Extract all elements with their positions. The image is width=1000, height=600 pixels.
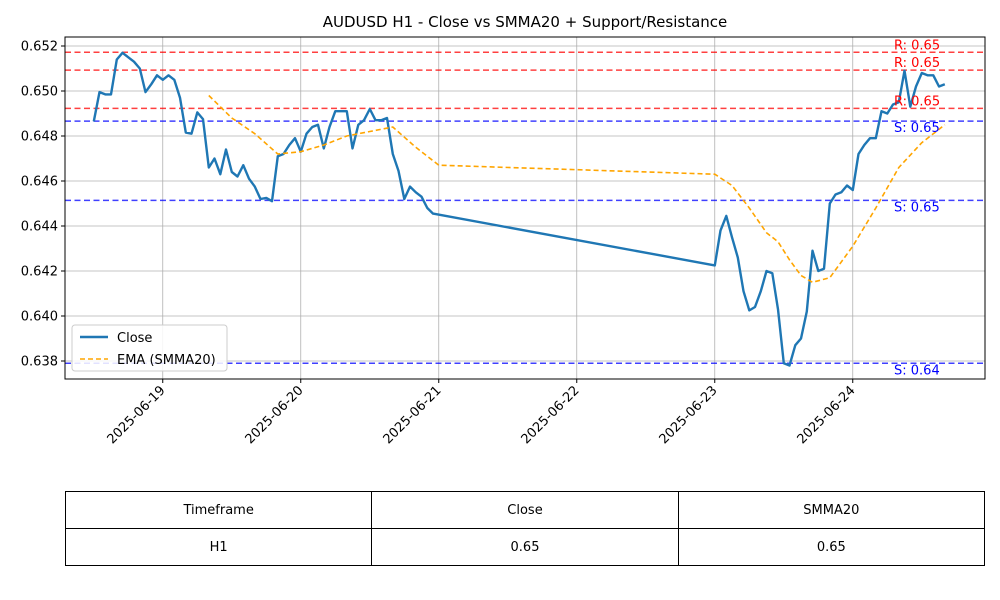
y-tick-label: 0.642 bbox=[21, 265, 58, 280]
x-tick-label: 2025-06-23 bbox=[657, 383, 721, 447]
legend-label-smma20: EMA (SMMA20) bbox=[117, 353, 216, 368]
y-tick-label: 0.648 bbox=[21, 130, 58, 145]
x-tick-label: 2025-06-19 bbox=[105, 383, 169, 447]
table-row: H1 0.65 0.65 bbox=[64, 528, 986, 566]
resistance-label: R: 0.65 bbox=[894, 56, 940, 71]
support-label: S: 0.65 bbox=[894, 200, 940, 215]
chart-title: AUDUSD H1 - Close vs SMMA20 + Support/Re… bbox=[323, 13, 728, 31]
y-tick-label: 0.652 bbox=[21, 40, 58, 55]
table-cell-close: 0.65 bbox=[371, 528, 679, 566]
y-tick-label: 0.646 bbox=[21, 175, 58, 190]
x-tick-label: 2025-06-20 bbox=[243, 383, 307, 447]
table-header-row: Timeframe Close SMMA20 bbox=[64, 491, 986, 529]
support-label: S: 0.65 bbox=[894, 121, 940, 136]
close-series-line bbox=[92, 51, 946, 367]
grid bbox=[65, 37, 985, 379]
summary-table: Timeframe Close SMMA20 H1 0.65 0.65 bbox=[64, 491, 986, 566]
x-tick-label: 2025-06-21 bbox=[381, 383, 445, 447]
y-tick-label: 0.640 bbox=[21, 310, 58, 325]
support-label: S: 0.64 bbox=[894, 363, 940, 378]
y-tick-label: 0.638 bbox=[21, 355, 58, 370]
legend-label-close: Close bbox=[117, 331, 152, 346]
table-cell-smma20: 0.65 bbox=[677, 528, 986, 566]
legend: Close EMA (SMMA20) bbox=[71, 324, 228, 372]
legend-box bbox=[71, 324, 228, 372]
table-header-smma20: SMMA20 bbox=[677, 491, 986, 529]
support-resistance-lines bbox=[65, 51, 985, 364]
x-tick-label: 2025-06-22 bbox=[519, 383, 583, 447]
table-header-timeframe: Timeframe bbox=[64, 491, 373, 529]
resistance-label: R: 0.65 bbox=[894, 94, 940, 109]
series-lines bbox=[92, 51, 946, 367]
y-tick-label: 0.644 bbox=[21, 220, 58, 235]
smma20-series-line bbox=[208, 94, 946, 284]
table-header-close: Close bbox=[371, 491, 679, 529]
x-tick-label: 2025-06-24 bbox=[795, 383, 859, 447]
chart: AUDUSD H1 - Close vs SMMA20 + Support/Re… bbox=[21, 13, 986, 447]
y-tick-label: 0.650 bbox=[21, 85, 58, 100]
plot-frame bbox=[64, 36, 986, 380]
table-cell-timeframe: H1 bbox=[64, 528, 373, 566]
level-labels: R: 0.65 R: 0.65 R: 0.65 S: 0.65 S: 0.65 S: 0.… bbox=[894, 38, 940, 378]
resistance-label: R: 0.65 bbox=[894, 38, 940, 53]
